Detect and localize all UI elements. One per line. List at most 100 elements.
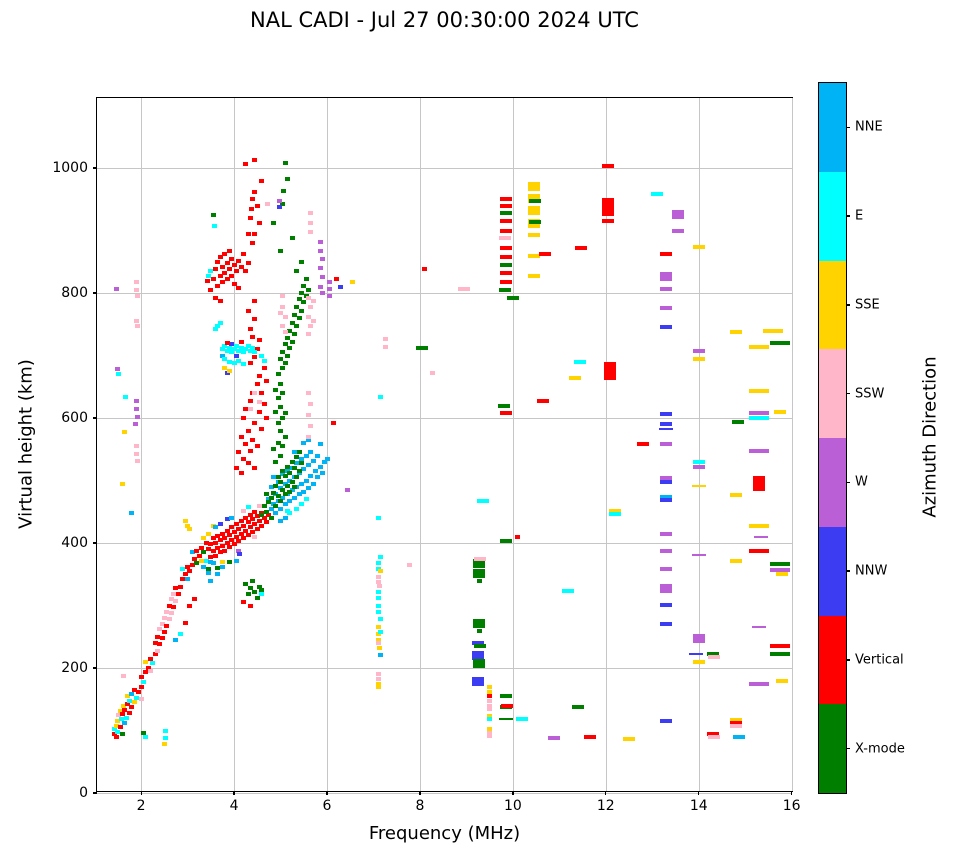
data-point bbox=[133, 406, 139, 411]
data-point bbox=[271, 491, 277, 495]
data-point bbox=[173, 586, 179, 590]
gridline-x bbox=[141, 98, 143, 791]
data-point bbox=[689, 653, 704, 656]
data-point bbox=[250, 197, 256, 202]
data-point bbox=[770, 567, 791, 572]
data-point bbox=[208, 542, 214, 547]
data-point bbox=[111, 726, 117, 731]
data-point bbox=[133, 443, 139, 448]
data-point bbox=[171, 604, 177, 609]
data-point bbox=[375, 579, 381, 584]
data-point bbox=[527, 193, 540, 203]
data-point bbox=[294, 454, 300, 459]
data-point bbox=[127, 698, 133, 703]
data-point bbox=[120, 703, 126, 708]
gridline-x bbox=[791, 98, 793, 791]
data-point bbox=[692, 349, 705, 354]
data-point bbox=[278, 356, 284, 361]
data-point bbox=[178, 584, 184, 589]
data-point bbox=[287, 328, 293, 333]
data-point bbox=[206, 531, 212, 536]
data-point bbox=[136, 690, 142, 695]
data-point bbox=[159, 622, 165, 627]
x-tick-mark bbox=[698, 791, 700, 795]
data-point bbox=[377, 569, 383, 574]
data-point bbox=[247, 512, 253, 517]
data-point bbox=[203, 541, 209, 545]
data-point bbox=[338, 284, 344, 289]
data-point bbox=[199, 558, 205, 563]
data-point bbox=[217, 550, 223, 555]
data-point bbox=[257, 584, 263, 589]
data-point bbox=[298, 481, 304, 486]
data-point bbox=[266, 500, 272, 505]
data-point bbox=[143, 659, 149, 664]
data-point bbox=[215, 566, 221, 570]
data-point bbox=[247, 586, 253, 590]
data-point bbox=[377, 395, 383, 400]
data-point bbox=[145, 666, 151, 670]
data-point bbox=[243, 516, 249, 520]
data-point bbox=[212, 553, 218, 558]
x-tick-mark bbox=[233, 791, 235, 795]
data-point bbox=[382, 345, 388, 350]
data-point bbox=[506, 296, 519, 300]
colorbar-label-vertical: Vertical bbox=[855, 652, 904, 668]
data-point bbox=[310, 319, 316, 324]
data-point bbox=[238, 519, 244, 524]
data-point bbox=[660, 602, 673, 607]
data-point bbox=[217, 298, 223, 303]
data-point bbox=[133, 452, 139, 457]
data-point bbox=[282, 502, 288, 507]
data-point bbox=[212, 541, 218, 545]
data-point bbox=[229, 342, 235, 347]
data-point bbox=[285, 483, 290, 488]
data-point bbox=[250, 334, 256, 339]
data-point bbox=[660, 422, 673, 427]
data-point bbox=[499, 271, 512, 275]
data-point bbox=[229, 273, 235, 278]
data-point bbox=[660, 719, 673, 724]
gridline-x bbox=[234, 98, 236, 791]
colorbar-title: Azimuth Direction bbox=[919, 356, 941, 518]
data-point bbox=[173, 598, 179, 603]
data-point bbox=[231, 262, 237, 267]
data-point bbox=[294, 506, 300, 511]
data-point bbox=[280, 487, 286, 492]
data-point bbox=[568, 376, 581, 380]
data-point bbox=[282, 161, 288, 165]
data-point bbox=[122, 430, 128, 435]
data-point bbox=[324, 456, 330, 461]
data-point bbox=[729, 559, 742, 564]
data-point bbox=[377, 629, 383, 634]
data-point bbox=[233, 534, 239, 539]
data-point bbox=[261, 358, 267, 363]
data-point bbox=[305, 437, 311, 442]
data-point bbox=[245, 428, 251, 433]
data-point bbox=[273, 503, 279, 508]
data-point bbox=[473, 658, 486, 668]
data-point bbox=[238, 434, 244, 439]
data-point bbox=[273, 387, 279, 392]
colorbar-tick-mark bbox=[846, 126, 850, 129]
data-point bbox=[215, 533, 221, 538]
data-point bbox=[473, 558, 486, 568]
data-point bbox=[776, 678, 789, 683]
data-point bbox=[285, 508, 290, 513]
y-tick-mark bbox=[93, 167, 97, 169]
data-point bbox=[133, 696, 139, 700]
colorbar-segment-w bbox=[819, 438, 846, 527]
data-point bbox=[289, 479, 295, 484]
data-point bbox=[250, 241, 256, 245]
data-point bbox=[660, 566, 673, 571]
data-point bbox=[157, 627, 163, 632]
data-point bbox=[224, 277, 230, 282]
data-point bbox=[310, 458, 316, 463]
data-point bbox=[280, 304, 286, 309]
data-point bbox=[375, 684, 381, 689]
data-point bbox=[222, 536, 228, 540]
data-point bbox=[707, 655, 720, 660]
data-point bbox=[185, 577, 191, 582]
data-point bbox=[187, 569, 193, 574]
data-point bbox=[238, 339, 244, 344]
